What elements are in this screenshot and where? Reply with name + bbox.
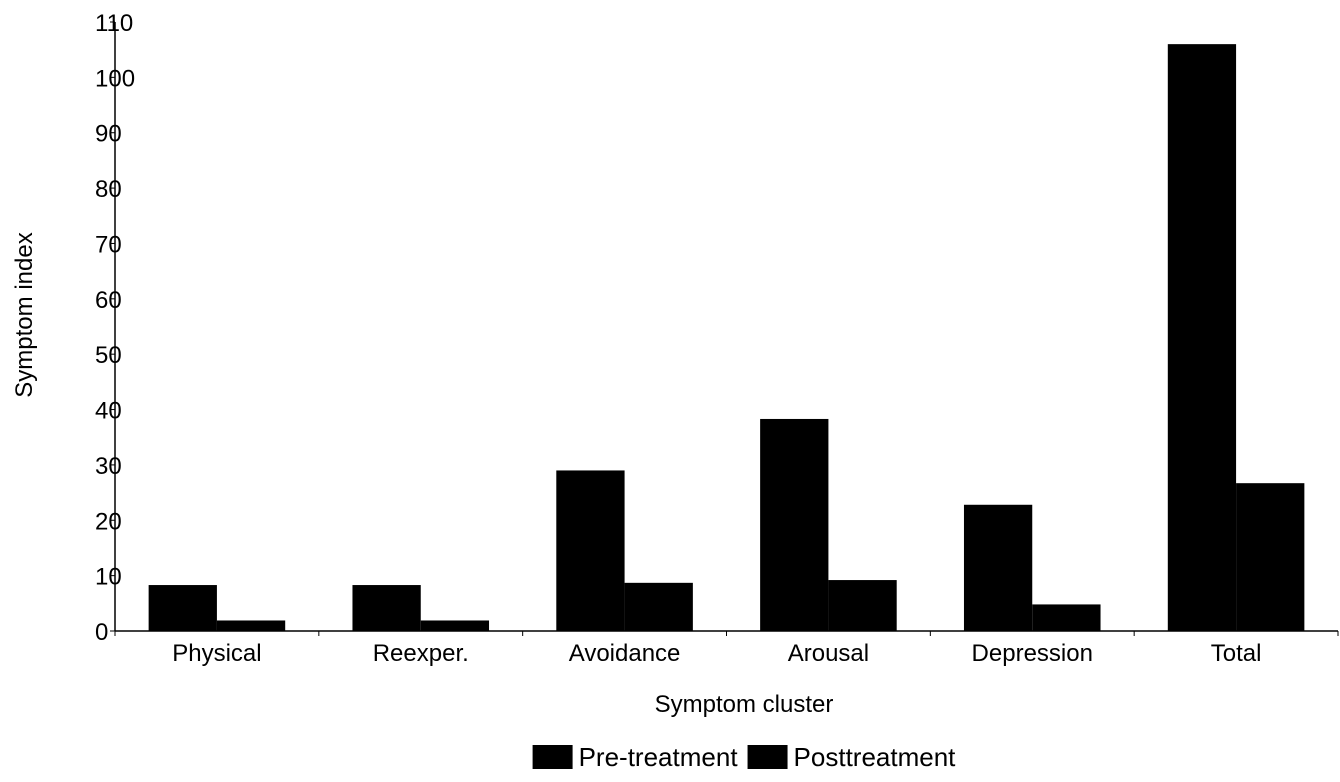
bar-posttreatment-reexper- [420,620,490,631]
y-tick-label: 0 [95,619,108,646]
bar-pre-treatment-reexper- [352,585,421,631]
legend-label: Posttreatment [794,742,957,772]
legend-swatch [532,745,573,769]
y-tick-label: 90 [95,121,122,148]
y-tick-label: 20 [95,508,122,535]
x-tick-label: Arousal [788,640,869,667]
x-axis-title: Symptom cluster [655,691,834,718]
y-tick-label: 110 [95,10,133,37]
x-tick-label: Avoidance [569,640,681,667]
bar-posttreatment-depression [1032,604,1101,631]
y-axis-title: Symptom index [11,232,38,397]
bar-pre-treatment-physical [148,585,217,631]
y-tick-label: 60 [95,287,122,314]
bar-posttreatment-avoidance [624,582,693,631]
x-tick-label: Total [1211,640,1262,667]
chart-legend: Pre-treatment Posttreatment [532,742,957,772]
x-tick-label: Reexper. [373,640,469,667]
bar-series [148,44,1305,632]
legend-label: Pre-treatment [579,742,739,772]
x-tick-label: Physical [172,640,261,667]
legend-swatch [747,745,788,769]
y-tick-label: 30 [95,453,122,480]
y-tick-label: 40 [95,398,122,425]
x-tick-label: Depression [972,640,1093,667]
y-axis-ticks: 0 10 20 30 40 50 60 70 80 90 100 110 [95,10,135,646]
chart-axes [114,22,1338,632]
bar-posttreatment-physical [216,620,286,631]
y-tick-label: 70 [95,231,122,258]
bar-pre-treatment-avoidance [556,470,625,631]
x-axis-ticks: Physical Reexper. Avoidance Arousal Depressi… [114,631,1339,667]
y-tick-label: 50 [95,342,122,369]
bar-posttreatment-arousal [828,580,897,631]
y-tick-label: 80 [95,176,122,203]
bar-pre-treatment-depression [963,504,1033,631]
bar-pre-treatment-arousal [760,418,829,631]
y-tick-label: 100 [95,65,135,92]
y-tick-label: 10 [95,564,122,591]
bar-posttreatment-total [1236,483,1305,631]
bar-pre-treatment-total [1167,44,1237,632]
